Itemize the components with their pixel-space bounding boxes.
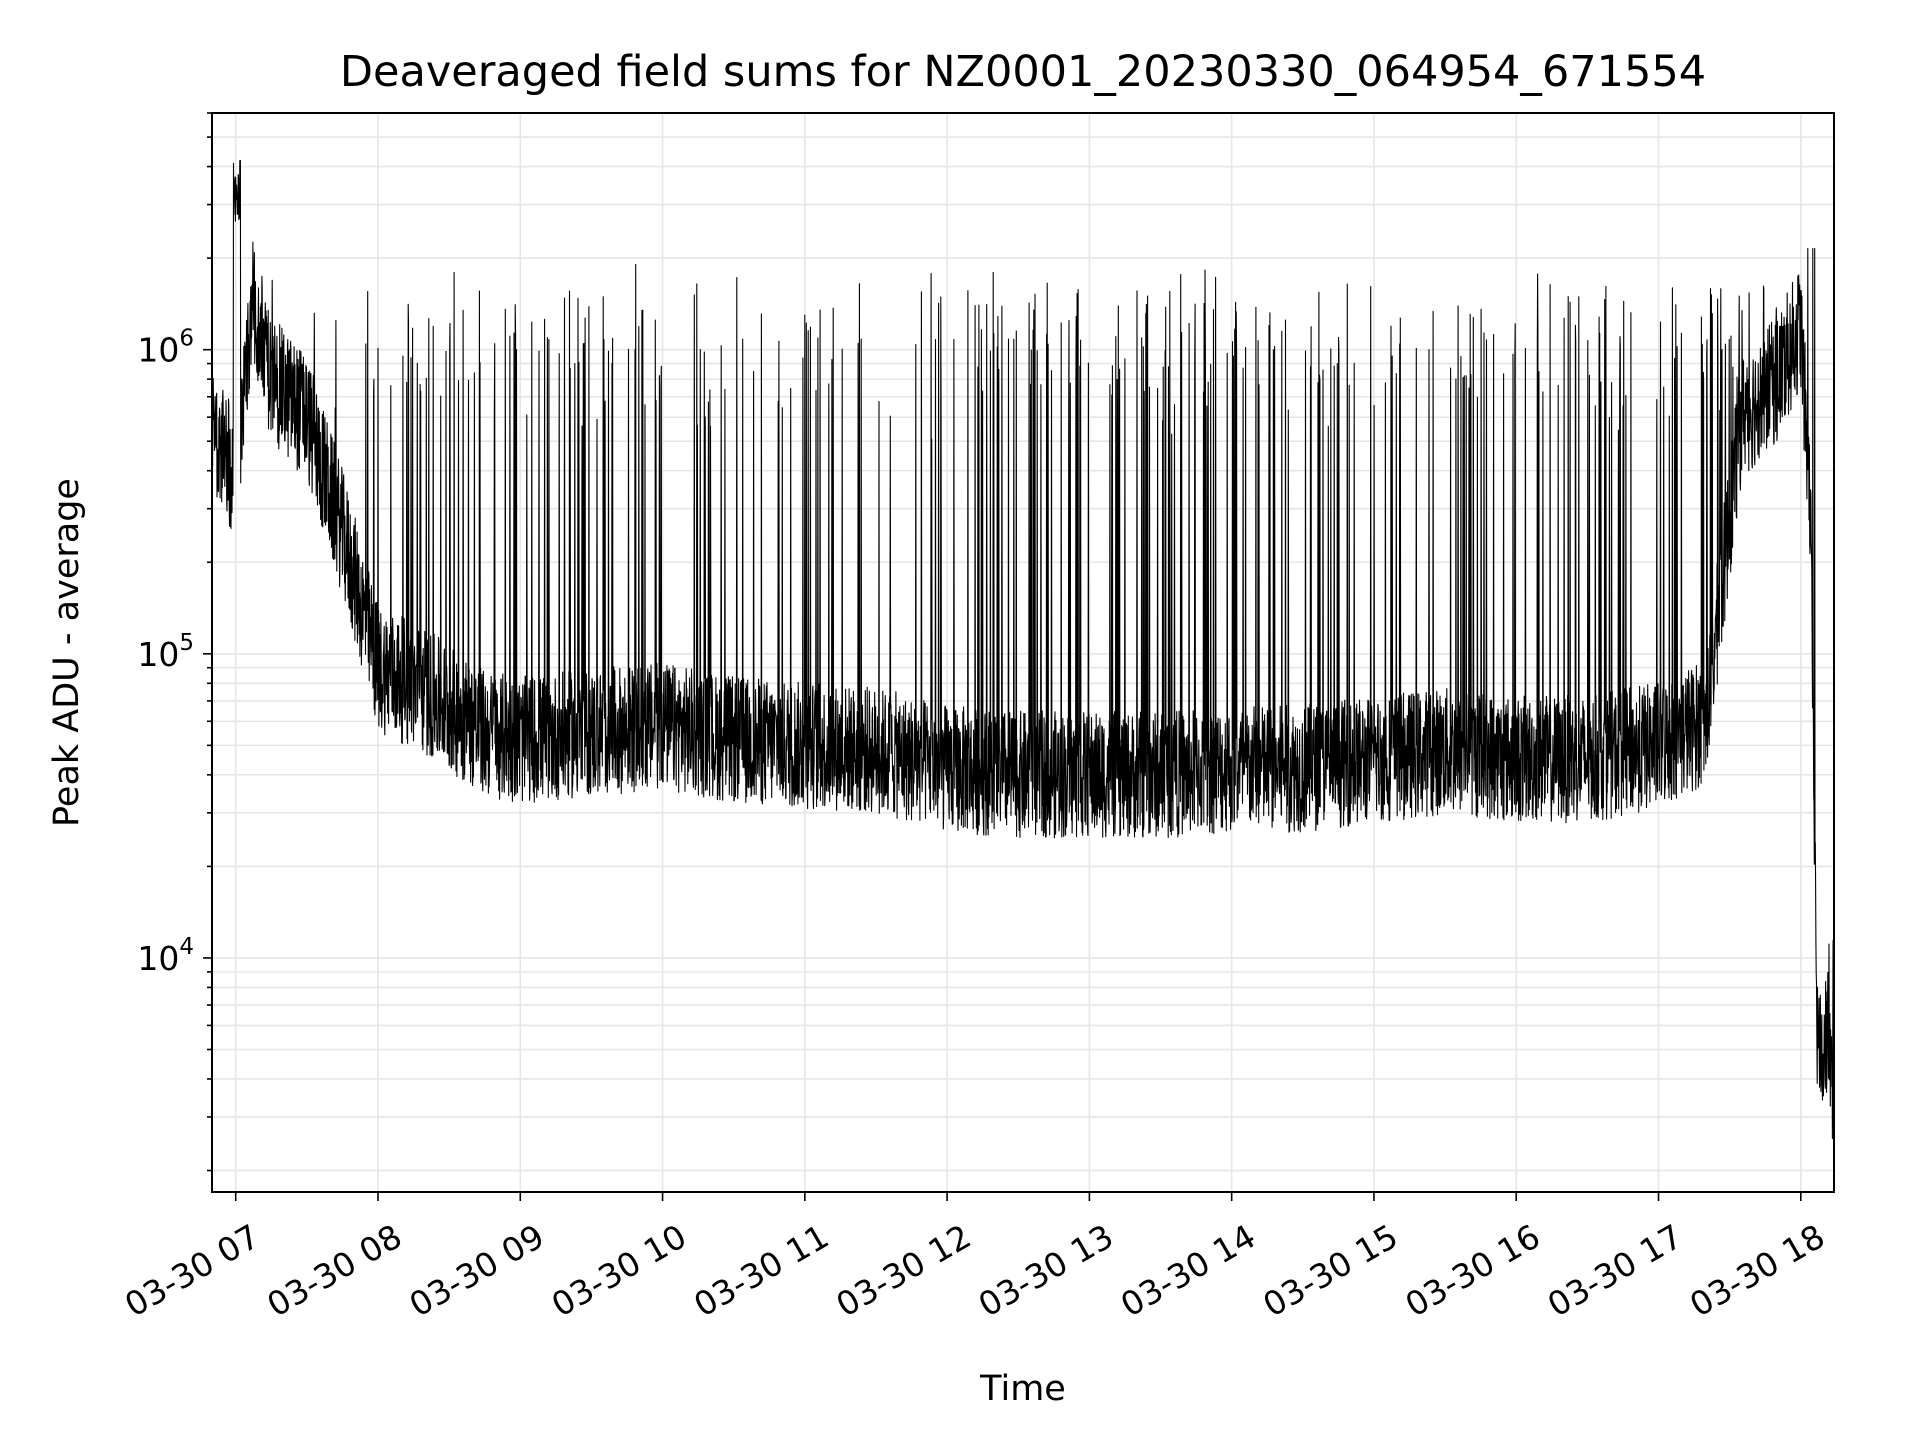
x-tick-label: 03-30 08 [260,1217,408,1325]
x-tick-label: 03-30 15 [1256,1217,1404,1325]
chart-title: Deaveraged field sums for NZ0001_2023033… [340,47,1706,97]
y-tick-label: 104 [137,934,194,978]
x-tick-label: 03-30 11 [687,1217,835,1325]
plot-frame [211,112,1835,1193]
x-tick-label: 03-30 13 [972,1217,1120,1325]
x-tick-label: 03-30 12 [829,1217,977,1325]
series-line [211,159,1835,1140]
x-tick-label: 03-30 18 [1683,1217,1831,1325]
x-axis-label: Time [979,1369,1066,1409]
x-tick-label: 03-30 07 [118,1217,266,1325]
y-axis-label: Peak ADU - average [47,478,87,827]
x-tick-label: 03-30 14 [1114,1217,1262,1325]
x-tick-label: 03-30 09 [403,1217,551,1325]
x-tick-label: 03-30 17 [1541,1217,1689,1325]
y-tick-label: 105 [137,630,194,674]
x-tick-label: 03-30 10 [545,1217,693,1325]
x-tick-label: 03-30 16 [1399,1217,1547,1325]
series-path [211,159,1835,1140]
y-tick-label: 106 [137,326,194,370]
grid [212,112,1834,1192]
